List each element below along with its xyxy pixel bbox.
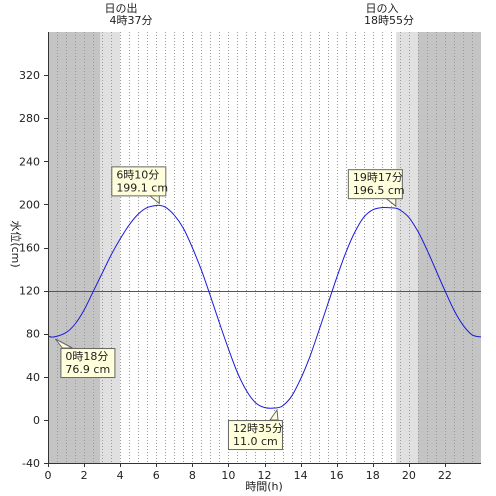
y-tick-label: 160 [19,242,40,255]
shading-band-twilight [396,32,418,463]
x-tick-label: 0 [45,469,52,482]
annotation-pointer [269,408,279,421]
y-tick-label: 320 [19,69,40,82]
sunset-label: 日の入 18時55分 [364,2,414,27]
y-axis-title: 水位(cm) [9,220,23,267]
y-tick-label: -40 [22,457,40,470]
annotation-box [111,166,167,197]
shading-band-twilight [100,32,121,463]
annotation-box [347,169,403,200]
x-tick-label: 6 [153,469,160,482]
annotation-pointer [55,338,73,349]
x-tick-label: 12 [258,469,272,482]
y-tick-label: 240 [19,155,40,168]
y-tick-label: 280 [19,112,40,125]
annotation-pointer [147,194,160,205]
x-tick-label: 2 [81,469,88,482]
sunset-title: 日の入 [366,2,399,15]
y-tick-label: 80 [26,328,40,341]
x-tick-label: 20 [402,469,416,482]
shading-band-night [417,32,481,463]
annotation-time: 0時18分 [65,350,108,363]
sunrise-time: 4時37分 [110,14,153,27]
annotation-box [227,420,283,451]
x-tick-label: 10 [221,469,235,482]
annotation-value: 199.1 cm [116,181,168,194]
sunset-time: 18時55分 [364,14,414,27]
tide-series-line [47,204,482,409]
sunrise-title: 日の出 [105,1,138,15]
day-night-shading [48,32,481,463]
tick-labels: -40 0 40 80 120 160 200 240 280 320 0 2 4 6 8 10 12 14 16 1… [19,69,452,482]
y-tick-label: 120 [19,285,40,298]
annotation-value: 76.9 cm [65,363,110,376]
annotation-box [60,348,116,379]
shading-band-night [48,32,101,463]
y-tick-label: 200 [19,198,40,211]
x-tick-label: 22 [438,469,452,482]
annotation-time: 19時17分 [353,171,403,184]
annotation-time: 12時35分 [233,422,283,435]
annotation-value: 196.5 cm [353,184,405,197]
x-tick-label: 14 [294,469,308,482]
x-tick-label: 16 [330,469,344,482]
x-tick-label: 4 [117,469,124,482]
annotation-value: 11.0 cm [233,435,278,448]
x-axis-title: 時間(h) [245,480,283,493]
y-tick-label: 0 [33,414,40,427]
annotation-pointer [384,197,397,208]
y-tick-label: 40 [26,371,40,384]
sunrise-label: 日の出 4時37分 [105,1,153,27]
x-tick-label: 8 [189,469,196,482]
annotation-time: 6時10分 [116,168,159,181]
x-tick-label: 18 [366,469,380,482]
